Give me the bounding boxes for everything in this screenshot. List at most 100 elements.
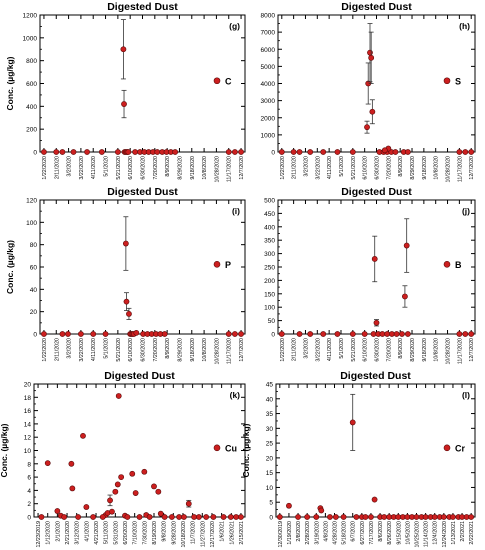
x-tick-label: 8/29/2020	[410, 156, 416, 180]
data-point	[90, 514, 97, 520]
y-axis-label: Conc. (µg/kg)	[241, 423, 251, 477]
y-tick-label: 5	[269, 500, 273, 507]
y-tick-label: 0	[271, 150, 275, 157]
x-tick-label: 2/11/2020	[292, 338, 298, 361]
x-tick-label: 1/26/2021	[229, 521, 235, 545]
data-point	[109, 508, 115, 515]
x-tick-label: 8/26/2020	[387, 521, 393, 545]
x-tick-label: 7/30/2020	[142, 521, 148, 545]
x-tick-label: 10/28/2020	[446, 156, 452, 183]
y-tick-label: 0	[271, 332, 275, 339]
y-tick-label: 350	[264, 238, 275, 245]
y-tick-label: 20	[266, 455, 274, 462]
x-tick-label: 4/8/2020	[323, 521, 329, 542]
data-point	[231, 331, 238, 337]
x-tick-label: 2/15/2021	[239, 521, 245, 545]
x-tick-label: 6/7/2020	[351, 521, 357, 542]
x-tick-label: 7/20/2020	[386, 156, 392, 180]
x-tick-label: 8/29/2020	[177, 156, 183, 180]
x-tick-label: 4/21/2020	[94, 521, 100, 545]
x-tick-label: 2/22/2021	[469, 521, 475, 545]
y-tick-label: 200	[26, 127, 37, 134]
x-tick-label: 1/22/2020	[42, 338, 48, 362]
x-tick-label: 5/31/2020	[113, 521, 119, 545]
data-point	[133, 329, 140, 336]
data-point	[61, 514, 68, 520]
x-tick-label: 7/10/2020	[133, 521, 139, 545]
x-tick-label: 9/18/2020	[422, 156, 428, 180]
data-point	[468, 331, 475, 337]
y-tick-label: 30	[266, 426, 274, 433]
x-tick-label: 11/14/2020	[424, 521, 430, 547]
data-point	[227, 514, 234, 520]
y-tick-label: 15	[266, 470, 274, 477]
data-point	[278, 149, 285, 155]
data-point	[65, 331, 71, 337]
data-point	[132, 149, 139, 155]
plot-frame	[39, 14, 246, 153]
x-tick-label: 10/5/2020	[405, 521, 411, 545]
y-tick-label: 4000	[261, 81, 276, 88]
x-tick-label: 2/11/2020	[292, 156, 298, 179]
y-tick-label: 800	[26, 58, 37, 65]
y-tick-label: 10	[266, 485, 274, 492]
x-tick-label: 5/21/2020	[351, 338, 357, 362]
data-point	[54, 508, 61, 514]
x-tick-label: 3/2/2020	[303, 338, 309, 359]
data-point	[114, 149, 121, 155]
chart-title: Digested Dust	[340, 370, 411, 382]
y-tick-label: 35	[266, 411, 274, 418]
x-tick-label: 11/7/2020	[191, 521, 197, 544]
x-tick-label: 5/1/2020	[339, 338, 345, 359]
data-point	[349, 331, 356, 337]
y-tick-label: 0	[269, 515, 273, 522]
x-tick-label: 3/2/2020	[303, 156, 309, 177]
y-tick-label: 40	[30, 287, 38, 294]
data-point	[403, 242, 410, 249]
x-tick-label: 3/22/2020	[315, 338, 321, 362]
y-tick-label: 2	[27, 501, 31, 508]
y-tick-label: 1000	[23, 35, 38, 42]
x-tick-label: 10/8/2020	[434, 156, 440, 180]
y-tick-label: 0	[27, 515, 31, 522]
x-tick-label: 7/20/2020	[386, 338, 392, 362]
data-point	[238, 331, 244, 337]
data-point	[121, 101, 127, 107]
y-tick-label: 5000	[261, 64, 276, 71]
x-tick-label: 8/29/2020	[410, 338, 416, 362]
x-tick-label: 4/1/2020	[84, 521, 90, 542]
data-point	[78, 331, 84, 337]
data-point	[370, 331, 377, 337]
x-tick-label: 1/22/2020	[280, 156, 286, 180]
y-tick-label: 12	[24, 435, 32, 442]
x-tick-label: 2/8/2020	[296, 521, 302, 542]
data-point	[327, 514, 333, 520]
data-point	[334, 149, 341, 155]
data-point	[146, 514, 153, 520]
x-tick-label: 5/21/2020	[351, 156, 357, 180]
y-tick-label: 300	[264, 251, 275, 258]
x-tick-label: 9/18/2020	[190, 338, 196, 362]
y-tick-label: 8000	[261, 13, 276, 20]
legend-label: C	[225, 76, 232, 86]
y-tick-label: 6	[27, 475, 31, 482]
x-tick-label: 7/20/2020	[153, 156, 159, 180]
x-tick-label: 11/17/2020	[227, 156, 233, 182]
x-tick-label: 9/18/2020	[190, 156, 196, 180]
data-point	[431, 514, 438, 520]
y-tick-label: 20	[30, 309, 38, 316]
x-tick-label: 2/2/2021	[460, 521, 466, 542]
x-tick-label: 8/9/2020	[165, 338, 171, 359]
x-tick-label: 6/10/2020	[128, 338, 134, 362]
x-tick-label: 8/9/2020	[398, 338, 404, 359]
x-tick-label: 1/22/2020	[42, 156, 48, 180]
data-point	[320, 331, 327, 337]
data-point	[69, 485, 76, 492]
data-point	[41, 331, 47, 337]
x-tick-label: 8/29/2020	[177, 338, 183, 362]
panel-label: (l)	[462, 390, 470, 400]
legend-label: S	[455, 76, 461, 86]
data-point	[238, 514, 244, 520]
x-tick-label: 4/11/2020	[91, 338, 97, 361]
data-point	[402, 293, 408, 300]
